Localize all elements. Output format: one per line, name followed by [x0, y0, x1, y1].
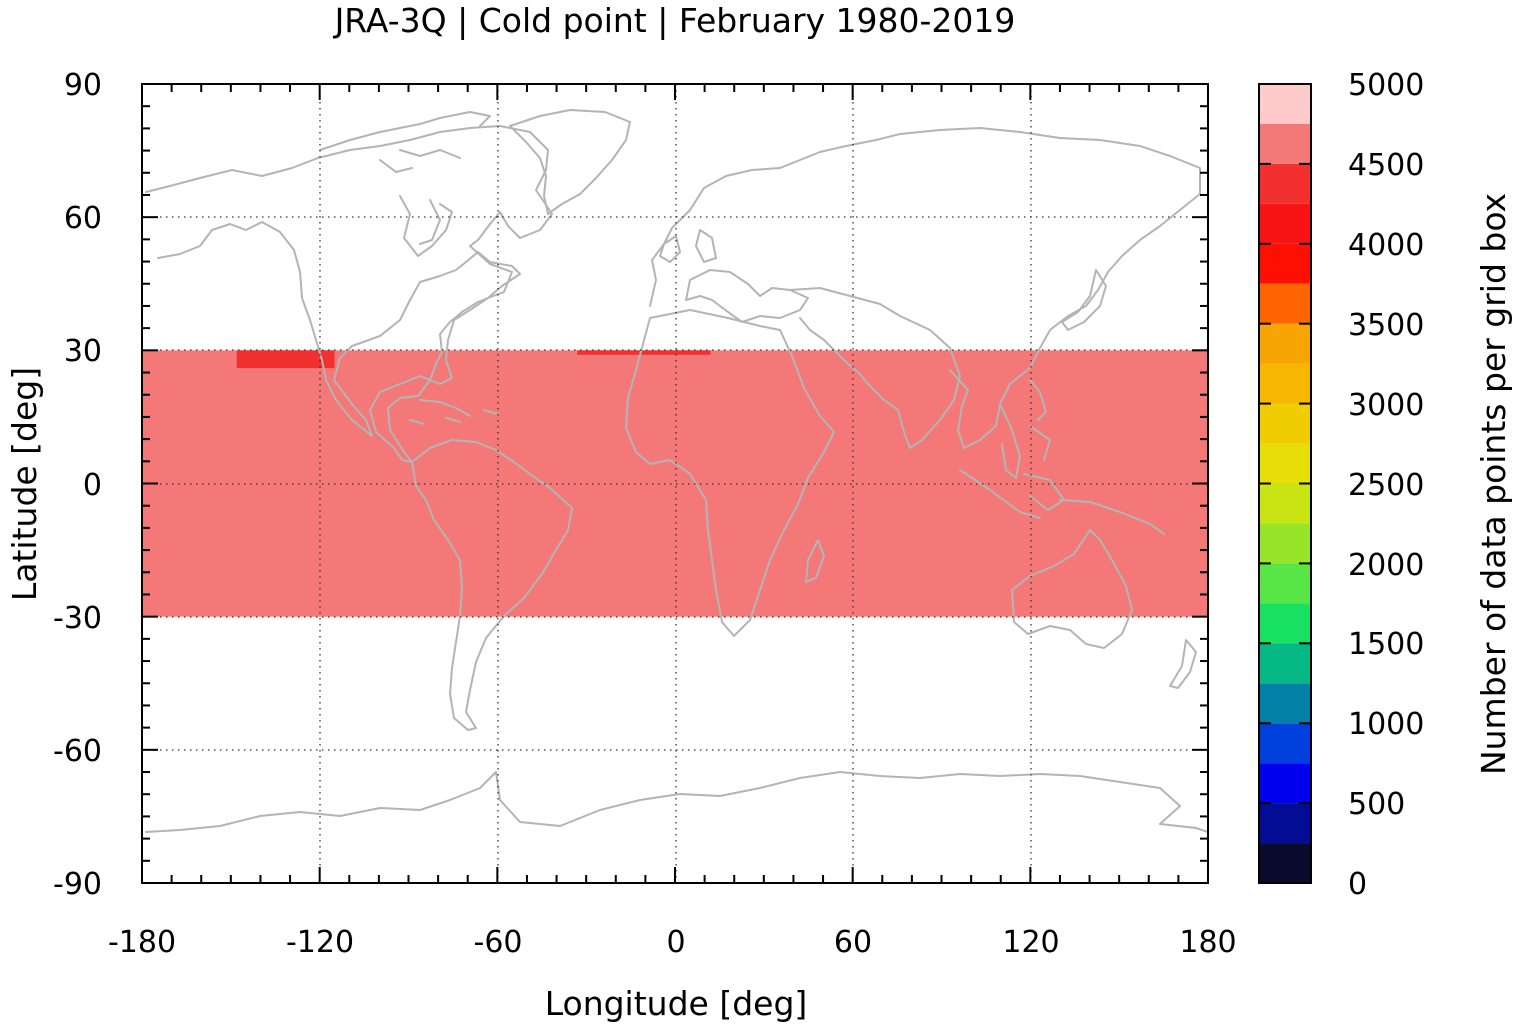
- grid-lines: [142, 84, 1208, 883]
- x-tick-label: -180: [108, 925, 176, 960]
- colorbar-tick-label: 4000: [1348, 228, 1424, 263]
- coastline-southeast-asia: [959, 379, 1165, 535]
- coastline-madagascar: [805, 539, 825, 583]
- coastline-japan: [1061, 269, 1107, 331]
- colorbar-segment: [1259, 203, 1311, 244]
- chart-title: JRA-3Q | Cold point | February 1980-2019: [333, 1, 1016, 40]
- colorbar-label: Number of data points per grid box: [1474, 193, 1513, 775]
- colorbar-segment: [1259, 843, 1311, 883]
- colorbar-segment: [1259, 123, 1311, 164]
- colorbar-tick-label: 0: [1348, 867, 1367, 902]
- colorbar-tick-label: 3500: [1348, 308, 1424, 343]
- heatmap-cell-hotspot: [236, 350, 335, 369]
- colorbar-segment: [1259, 243, 1311, 284]
- colorbar-segment: [1259, 84, 1311, 124]
- axis-ticks: [141, 83, 1209, 884]
- y-tick-label: -90: [53, 867, 102, 902]
- x-tick-labels: -180 -120 -60 0 60 120 180: [108, 925, 1237, 960]
- coastline-hudson-bay: [399, 195, 453, 257]
- colorbar-tick-label: 1000: [1348, 707, 1424, 742]
- y-tick-label: 30: [64, 334, 102, 369]
- colorbar-segment: [1259, 323, 1311, 364]
- coastline-canadian-islands: [319, 111, 491, 245]
- colorbar-segment: [1259, 803, 1311, 844]
- colorbar-segment: [1259, 523, 1311, 564]
- y-tick-labels: 90 60 30 0 -30 -60 -90: [53, 68, 102, 902]
- y-tick-label: 90: [64, 68, 102, 103]
- colorbar-tick-label: 500: [1348, 787, 1405, 822]
- coastline-greenland: [509, 109, 631, 215]
- colorbar: 0 500 1000 1500 2000 2500 3000 3500 4000…: [1258, 68, 1513, 902]
- coastline-south-america: [411, 439, 573, 731]
- colorbar-segment: [1259, 363, 1311, 404]
- colorbar-segment: [1259, 723, 1311, 764]
- colorbar-segment: [1259, 403, 1311, 444]
- colorbar-segment: [1259, 483, 1311, 524]
- colorbar-segment: [1259, 763, 1311, 804]
- x-tick-label: 60: [834, 925, 872, 960]
- colorbar-ticks: [1259, 83, 1311, 884]
- colorbar-tick-label: 2500: [1348, 468, 1424, 503]
- x-tick-label: -60: [474, 925, 523, 960]
- colorbar-tick-label: 5000: [1348, 68, 1424, 103]
- colorbar-segment: [1259, 443, 1311, 484]
- colorbar-segment: [1259, 683, 1311, 724]
- y-tick-label: 60: [64, 201, 102, 236]
- coastline-new-zealand: [1169, 639, 1197, 689]
- coastline-antarctica: [145, 771, 1208, 833]
- map-area: [142, 84, 1208, 883]
- colorbar-segment: [1259, 643, 1311, 684]
- coastlines: [145, 109, 1208, 833]
- colorbar-tick-label: 4500: [1348, 148, 1424, 183]
- y-tick-label: 0: [83, 468, 102, 503]
- x-tick-label: 120: [1002, 925, 1059, 960]
- x-tick-label: -120: [286, 925, 354, 960]
- y-axis-label: Latitude [deg]: [5, 367, 44, 601]
- colorbar-tick-labels: 0 500 1000 1500 2000 2500 3000 3500 4000…: [1348, 68, 1424, 902]
- coastline-africa: [625, 309, 835, 637]
- y-tick-label: -60: [53, 734, 102, 769]
- coastline-north-america: [145, 125, 553, 463]
- colorbar-tick-label: 3000: [1348, 388, 1424, 423]
- colorbar-segment: [1259, 563, 1311, 604]
- y-tick-label: -30: [53, 601, 102, 636]
- coastline-europe: [649, 133, 901, 323]
- colorbar-segment: [1259, 603, 1311, 644]
- heatmap-cell-hotspot: [577, 350, 711, 355]
- coastline-caribbean: [409, 399, 499, 425]
- colorbar-tick-label: 1500: [1348, 627, 1424, 662]
- x-tick-label: 180: [1179, 925, 1236, 960]
- x-tick-label: 0: [666, 925, 685, 960]
- colorbar-tick-label: 2000: [1348, 548, 1424, 583]
- colorbar-segment: [1259, 163, 1311, 204]
- coastline-australia: [1011, 529, 1133, 649]
- colorbar-segment: [1259, 283, 1311, 324]
- x-axis-label: Longitude [deg]: [545, 984, 808, 1023]
- colorbar-segments: [1259, 84, 1311, 883]
